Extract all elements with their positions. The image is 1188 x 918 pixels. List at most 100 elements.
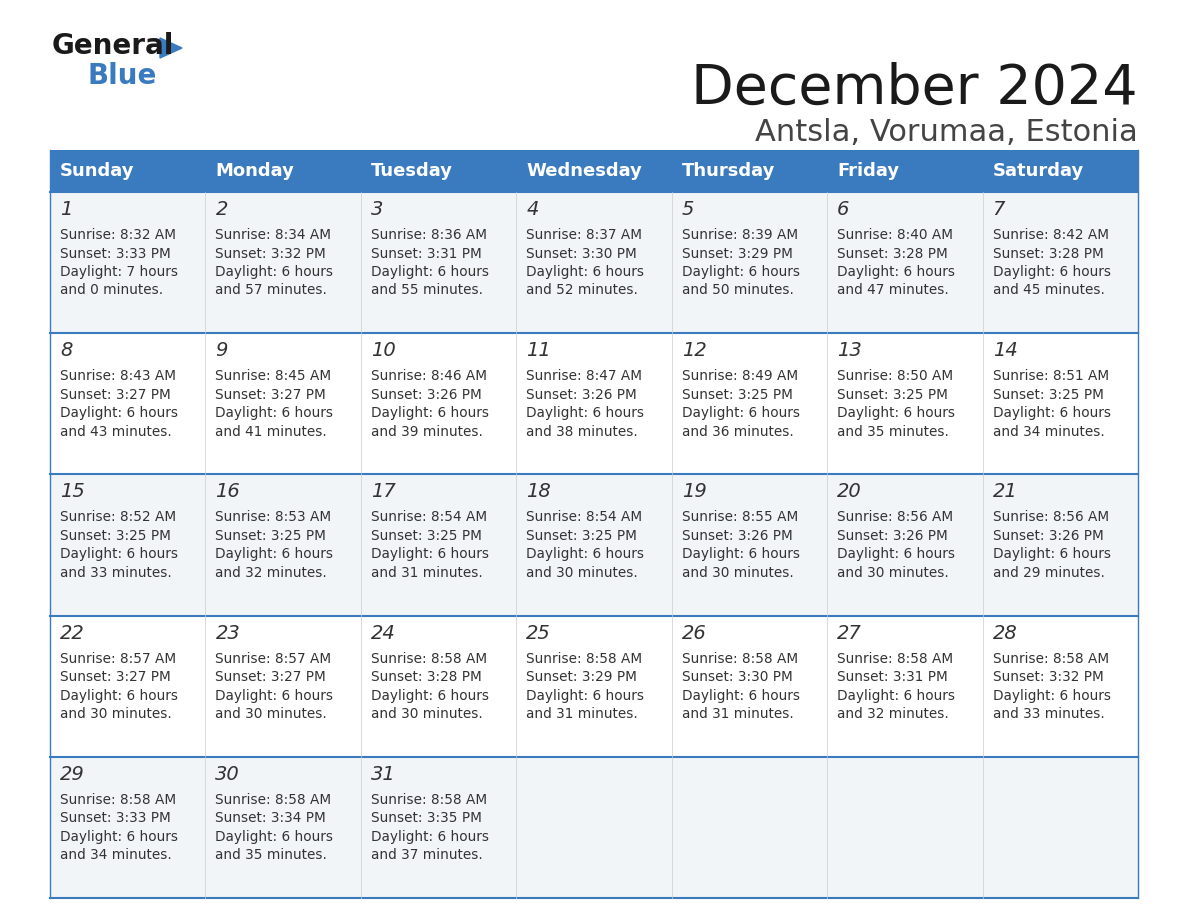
- Text: Sunrise: 8:58 AM: Sunrise: 8:58 AM: [992, 652, 1108, 666]
- Bar: [206, 150, 361, 192]
- Text: Daylight: 6 hours: Daylight: 6 hours: [371, 547, 488, 562]
- Text: Daylight: 6 hours: Daylight: 6 hours: [682, 547, 800, 562]
- Bar: [517, 150, 671, 192]
- Text: Sunset: 3:30 PM: Sunset: 3:30 PM: [682, 670, 792, 684]
- Text: 20: 20: [838, 482, 861, 501]
- Text: and 0 minutes.: and 0 minutes.: [61, 284, 163, 297]
- Text: Sunset: 3:28 PM: Sunset: 3:28 PM: [371, 670, 481, 684]
- Text: and 31 minutes.: and 31 minutes.: [526, 707, 638, 722]
- Polygon shape: [160, 38, 182, 58]
- Text: Sunrise: 8:36 AM: Sunrise: 8:36 AM: [371, 228, 487, 242]
- Text: Sunset: 3:25 PM: Sunset: 3:25 PM: [371, 529, 481, 543]
- Text: 4: 4: [526, 200, 538, 219]
- Text: Sunset: 3:27 PM: Sunset: 3:27 PM: [215, 670, 327, 684]
- Text: Antsla, Vorumaa, Estonia: Antsla, Vorumaa, Estonia: [756, 118, 1138, 147]
- Text: Sunset: 3:25 PM: Sunset: 3:25 PM: [992, 387, 1104, 402]
- Text: Daylight: 6 hours: Daylight: 6 hours: [682, 265, 800, 279]
- Text: Sunrise: 8:55 AM: Sunrise: 8:55 AM: [682, 510, 798, 524]
- Text: and 34 minutes.: and 34 minutes.: [61, 848, 172, 862]
- Text: and 29 minutes.: and 29 minutes.: [992, 565, 1105, 580]
- Text: Sunset: 3:32 PM: Sunset: 3:32 PM: [992, 670, 1104, 684]
- Text: Daylight: 6 hours: Daylight: 6 hours: [526, 688, 644, 702]
- Text: Daylight: 6 hours: Daylight: 6 hours: [992, 688, 1111, 702]
- Text: Sunrise: 8:58 AM: Sunrise: 8:58 AM: [838, 652, 953, 666]
- Text: Sunset: 3:26 PM: Sunset: 3:26 PM: [371, 387, 481, 402]
- Text: Daylight: 7 hours: Daylight: 7 hours: [61, 265, 178, 279]
- Text: Sunset: 3:30 PM: Sunset: 3:30 PM: [526, 247, 637, 261]
- Text: Blue: Blue: [88, 62, 157, 90]
- Text: and 30 minutes.: and 30 minutes.: [526, 565, 638, 580]
- Text: 31: 31: [371, 765, 396, 784]
- Text: and 39 minutes.: and 39 minutes.: [371, 425, 482, 439]
- Text: Sunrise: 8:58 AM: Sunrise: 8:58 AM: [215, 793, 331, 807]
- Text: Sunrise: 8:43 AM: Sunrise: 8:43 AM: [61, 369, 176, 383]
- Text: Sunrise: 8:56 AM: Sunrise: 8:56 AM: [992, 510, 1108, 524]
- Text: and 33 minutes.: and 33 minutes.: [61, 565, 172, 580]
- Text: and 47 minutes.: and 47 minutes.: [838, 284, 949, 297]
- Text: Daylight: 6 hours: Daylight: 6 hours: [371, 830, 488, 844]
- Text: and 55 minutes.: and 55 minutes.: [371, 284, 482, 297]
- Text: Daylight: 6 hours: Daylight: 6 hours: [215, 547, 334, 562]
- Text: Daylight: 6 hours: Daylight: 6 hours: [526, 547, 644, 562]
- Text: and 30 minutes.: and 30 minutes.: [61, 707, 172, 722]
- Bar: [50, 475, 1138, 616]
- Text: Sunrise: 8:50 AM: Sunrise: 8:50 AM: [838, 369, 953, 383]
- Text: and 52 minutes.: and 52 minutes.: [526, 284, 638, 297]
- Text: Sunrise: 8:53 AM: Sunrise: 8:53 AM: [215, 510, 331, 524]
- Text: Daylight: 6 hours: Daylight: 6 hours: [371, 406, 488, 420]
- Text: Tuesday: Tuesday: [371, 162, 453, 180]
- Text: and 33 minutes.: and 33 minutes.: [992, 707, 1105, 722]
- Text: Sunrise: 8:34 AM: Sunrise: 8:34 AM: [215, 228, 331, 242]
- Text: Sunrise: 8:45 AM: Sunrise: 8:45 AM: [215, 369, 331, 383]
- Text: Sunrise: 8:58 AM: Sunrise: 8:58 AM: [61, 793, 176, 807]
- Text: Sunset: 3:25 PM: Sunset: 3:25 PM: [682, 387, 792, 402]
- Text: Sunrise: 8:49 AM: Sunrise: 8:49 AM: [682, 369, 798, 383]
- Text: Sunrise: 8:52 AM: Sunrise: 8:52 AM: [61, 510, 176, 524]
- Text: 1: 1: [61, 200, 72, 219]
- Text: Sunset: 3:33 PM: Sunset: 3:33 PM: [61, 812, 171, 825]
- Text: and 30 minutes.: and 30 minutes.: [838, 565, 949, 580]
- Text: Daylight: 6 hours: Daylight: 6 hours: [992, 547, 1111, 562]
- Text: Daylight: 6 hours: Daylight: 6 hours: [682, 688, 800, 702]
- Text: and 45 minutes.: and 45 minutes.: [992, 284, 1105, 297]
- Text: Daylight: 6 hours: Daylight: 6 hours: [215, 265, 334, 279]
- Text: Daylight: 6 hours: Daylight: 6 hours: [61, 547, 178, 562]
- Text: Daylight: 6 hours: Daylight: 6 hours: [992, 265, 1111, 279]
- Text: Sunset: 3:29 PM: Sunset: 3:29 PM: [682, 247, 792, 261]
- Text: 7: 7: [992, 200, 1005, 219]
- Text: Sunset: 3:35 PM: Sunset: 3:35 PM: [371, 812, 481, 825]
- Text: and 35 minutes.: and 35 minutes.: [838, 425, 949, 439]
- Text: Sunrise: 8:40 AM: Sunrise: 8:40 AM: [838, 228, 953, 242]
- Text: Sunrise: 8:58 AM: Sunrise: 8:58 AM: [371, 652, 487, 666]
- Text: 16: 16: [215, 482, 240, 501]
- Text: Sunrise: 8:42 AM: Sunrise: 8:42 AM: [992, 228, 1108, 242]
- Text: 15: 15: [61, 482, 84, 501]
- Text: Sunset: 3:28 PM: Sunset: 3:28 PM: [992, 247, 1104, 261]
- Text: Sunset: 3:26 PM: Sunset: 3:26 PM: [838, 529, 948, 543]
- Bar: [50, 150, 206, 192]
- Text: Monday: Monday: [215, 162, 295, 180]
- Text: Sunrise: 8:57 AM: Sunrise: 8:57 AM: [61, 652, 176, 666]
- Text: and 35 minutes.: and 35 minutes.: [215, 848, 328, 862]
- Text: Sunrise: 8:54 AM: Sunrise: 8:54 AM: [526, 510, 643, 524]
- Text: 25: 25: [526, 623, 551, 643]
- Bar: [827, 150, 982, 192]
- Text: and 34 minutes.: and 34 minutes.: [992, 425, 1105, 439]
- Text: 10: 10: [371, 341, 396, 360]
- Bar: [671, 150, 827, 192]
- Text: and 50 minutes.: and 50 minutes.: [682, 284, 794, 297]
- Text: 17: 17: [371, 482, 396, 501]
- Text: and 43 minutes.: and 43 minutes.: [61, 425, 172, 439]
- Text: 6: 6: [838, 200, 849, 219]
- Text: Sunset: 3:27 PM: Sunset: 3:27 PM: [61, 670, 171, 684]
- Text: Daylight: 6 hours: Daylight: 6 hours: [61, 830, 178, 844]
- Text: Sunrise: 8:58 AM: Sunrise: 8:58 AM: [371, 793, 487, 807]
- Text: Sunset: 3:29 PM: Sunset: 3:29 PM: [526, 670, 637, 684]
- Text: 18: 18: [526, 482, 551, 501]
- Text: Sunset: 3:32 PM: Sunset: 3:32 PM: [215, 247, 327, 261]
- Text: Daylight: 6 hours: Daylight: 6 hours: [526, 265, 644, 279]
- Text: 28: 28: [992, 623, 1017, 643]
- Text: 14: 14: [992, 341, 1017, 360]
- Text: Sunrise: 8:47 AM: Sunrise: 8:47 AM: [526, 369, 643, 383]
- Text: Daylight: 6 hours: Daylight: 6 hours: [682, 406, 800, 420]
